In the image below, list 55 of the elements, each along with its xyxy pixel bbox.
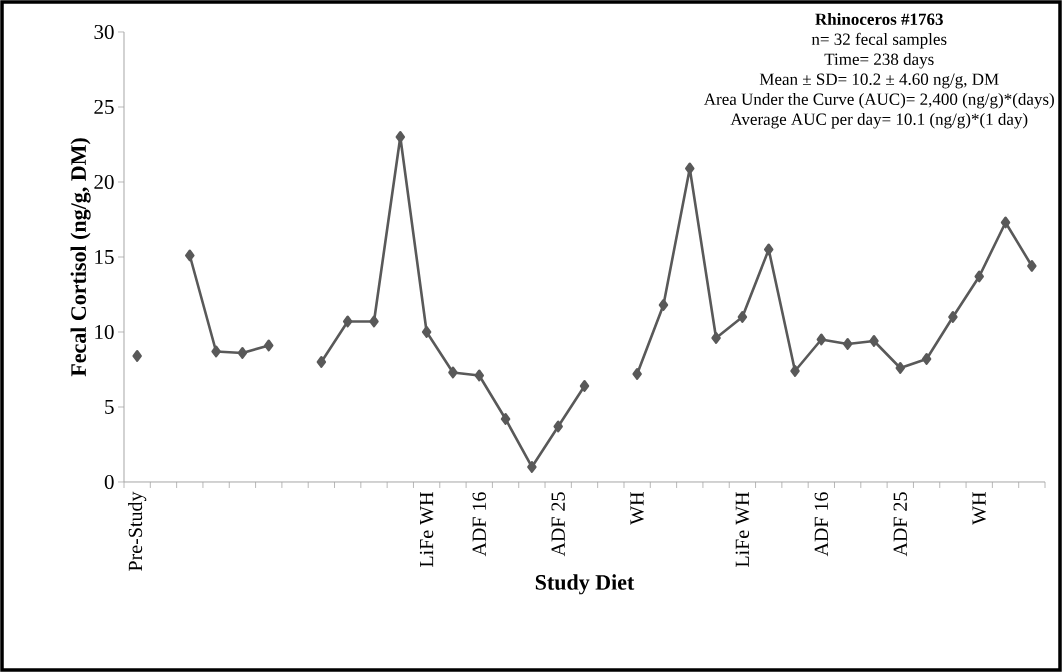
point xyxy=(711,332,721,344)
x-tick-label: WH xyxy=(630,492,644,525)
chart-title: Rhinoceros #1763 xyxy=(815,13,943,25)
point xyxy=(632,368,642,380)
point xyxy=(369,315,379,328)
annotation: Average AUC per day= 10.1 (ng/g)*(1 day) xyxy=(730,113,1028,129)
x-tick-label: ADF 25 xyxy=(893,492,908,557)
point xyxy=(737,311,748,323)
point xyxy=(185,249,195,262)
point xyxy=(237,347,248,359)
x-tick-label: ADF 16 xyxy=(814,492,829,557)
point xyxy=(263,339,274,352)
point xyxy=(948,311,958,323)
point xyxy=(448,366,458,379)
annotation: Time= 238 days xyxy=(824,53,934,69)
y-tick-label: 15 xyxy=(95,249,114,265)
x-axis-title: Study Diet xyxy=(535,574,635,595)
point xyxy=(895,362,906,374)
y-tick-label: 5 xyxy=(105,400,114,414)
point xyxy=(869,335,879,347)
point xyxy=(921,353,932,365)
y-tick-label: 0 xyxy=(104,474,114,490)
x-tick-label: WH xyxy=(972,492,986,525)
point xyxy=(342,315,353,328)
point xyxy=(763,243,774,256)
point xyxy=(790,365,800,377)
annotation: n= 32 fecal samples xyxy=(811,32,947,49)
point xyxy=(421,326,432,338)
point xyxy=(474,369,484,382)
point xyxy=(974,270,984,283)
y-axis-title: Fecal Cortisol (ng/g, DM) xyxy=(70,138,91,377)
point xyxy=(553,420,563,433)
x-tick-label: ADF 25 xyxy=(551,492,565,557)
point xyxy=(842,338,853,350)
x-tick-label: ADF 16 xyxy=(472,492,486,557)
y-tick-label: 30 xyxy=(94,24,114,40)
point xyxy=(395,131,406,143)
point xyxy=(132,350,142,362)
point xyxy=(527,461,537,473)
point xyxy=(500,413,511,425)
point xyxy=(658,299,669,311)
point xyxy=(211,345,221,358)
annotation: Mean ± SD= 10.2 ± 4.60 ng/g, DM xyxy=(759,73,999,89)
point xyxy=(579,380,590,392)
x-tick-label: Pre-Study xyxy=(128,491,147,571)
y-tick-label: 20 xyxy=(94,174,114,190)
annotation: Area Under the Curve (AUC)= 2,400 (ng/g)*(days) xyxy=(703,93,1054,109)
x-tick-label: LiFe WH xyxy=(735,492,750,568)
point xyxy=(316,356,327,368)
point xyxy=(816,333,827,346)
x-tick-label: LiFe WH xyxy=(419,492,434,568)
point xyxy=(1027,260,1037,272)
y-tick-label: 25 xyxy=(94,99,114,115)
y-tick-label: 10 xyxy=(95,324,114,340)
point xyxy=(1000,216,1011,229)
